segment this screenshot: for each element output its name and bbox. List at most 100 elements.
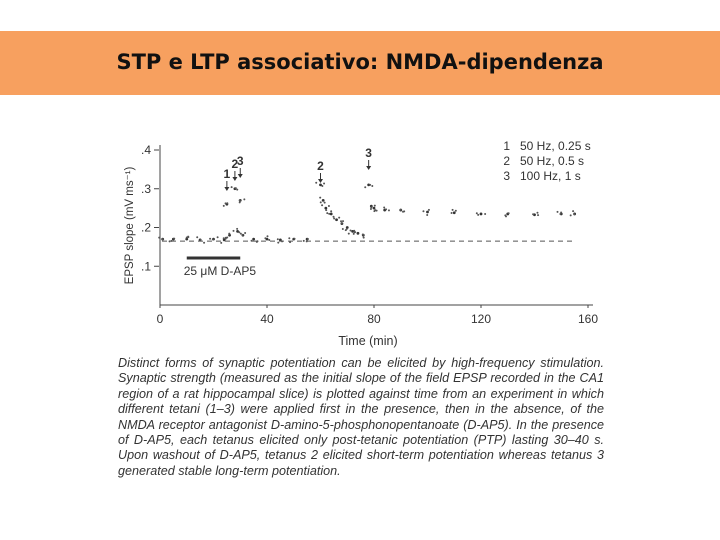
x-tick-label: 80 [367,312,381,326]
chart-marks [158,181,577,244]
y-tick-label: .1 [141,259,151,273]
data-point-noise [454,209,457,212]
data-point [367,183,371,187]
data-point-noise [484,213,487,216]
data-point-noise [330,210,333,213]
stimulus-label: 3 [365,146,372,160]
legend-text: 50 Hz, 0.25 s [520,139,591,153]
x-tick-label: 160 [578,312,598,326]
data-point-noise [276,238,279,241]
data-point-noise [158,236,161,239]
data-point [319,183,322,187]
data-point-noise [288,237,291,240]
data-point-noise [161,238,164,241]
legend-text: 100 Hz, 1 s [520,169,581,183]
data-point-noise [199,238,202,241]
data-point-noise [347,232,350,235]
data-point-noise [268,238,271,241]
legend-number: 2 [503,154,510,168]
data-point [372,206,376,210]
data-point-noise [573,213,576,216]
data-point-noise [321,204,324,207]
stimulus-label: 2 [317,159,324,173]
data-point-noise [427,208,430,211]
data-point-noise [349,229,352,232]
data-point-noise [422,210,425,213]
data-point-noise [319,201,322,204]
data-point-noise [323,201,326,204]
data-point-noise [333,217,336,220]
data-point-noise [266,235,269,238]
data-point [426,210,429,214]
y-tick-label: .4 [141,143,151,157]
data-point-noise [370,206,373,209]
data-point-noise [369,207,372,210]
data-point-noise [289,241,292,244]
data-point-noise [302,239,305,242]
data-point-noise [369,183,372,186]
data-point-noise [475,212,478,215]
data-point-noise [236,227,239,230]
data-point-noise [226,202,229,205]
data-point-noise [371,184,374,187]
data-point-noise [326,212,329,215]
data-point-noise [504,215,507,218]
data-point-noise [277,241,280,244]
x-tick-label: 120 [471,312,491,326]
stimulus-label: 3 [237,154,244,168]
data-point [452,211,456,215]
slide-title: STP e LTP associativo: NMDA-dipendenza [116,50,604,74]
data-point-noise [341,228,344,231]
stimulus-arrowhead [366,166,372,170]
data-point-noise [264,237,267,240]
data-point-noise [293,237,296,240]
data-point-noise [399,208,402,211]
data-point-noise [187,236,190,239]
data-point-noise [364,186,367,189]
data-point-noise [362,233,365,236]
data-point-noise [338,216,341,219]
data-point-noise [315,181,318,184]
data-point-noise [196,236,199,239]
data-point-noise [168,240,171,243]
data-point-noise [238,199,241,202]
x-tick-label: 0 [157,312,164,326]
data-point-noise [232,229,235,232]
data-point-noise [239,232,242,235]
data-point [321,198,325,202]
legend-number: 3 [503,169,510,183]
data-point-noise [244,232,247,235]
data-point-noise [224,202,227,205]
stimulus-label: 1 [224,167,231,181]
data-point-noise [327,204,330,207]
data-point-noise [241,233,244,236]
data-point-noise [238,201,241,204]
data-point-noise [572,210,575,213]
x-axis-label: Time (min) [338,334,397,348]
data-point-noise [222,237,225,240]
data-point-noise [228,232,231,235]
data-point-noise [230,186,233,189]
data-point-noise [340,220,343,223]
data-point-noise [559,212,562,215]
chart-axes: .1 .2 .3 .4 0 40 80 120 160 Time (min) EPSP slope … [124,143,598,348]
data-point-noise [342,220,345,223]
data-point-noise [209,237,212,240]
data-point-noise [203,241,206,244]
data-point-noise [211,238,214,241]
data-point-noise [340,222,343,225]
data-point-noise [374,209,377,212]
data-point-noise [362,236,365,239]
x-tick-label: 40 [260,312,274,326]
y-axis-label: EPSP slope (mV ms⁻¹) [124,166,136,284]
data-point-noise [328,212,331,215]
data-point [252,237,256,241]
data-point-noise [507,212,510,215]
data-point-noise [243,198,246,201]
data-point-noise [222,204,225,207]
data-point-noise [532,213,535,216]
data-point [185,237,189,241]
data-point-noise [560,211,563,214]
drug-bar-label: 25 μM D-AP5 [184,264,257,278]
